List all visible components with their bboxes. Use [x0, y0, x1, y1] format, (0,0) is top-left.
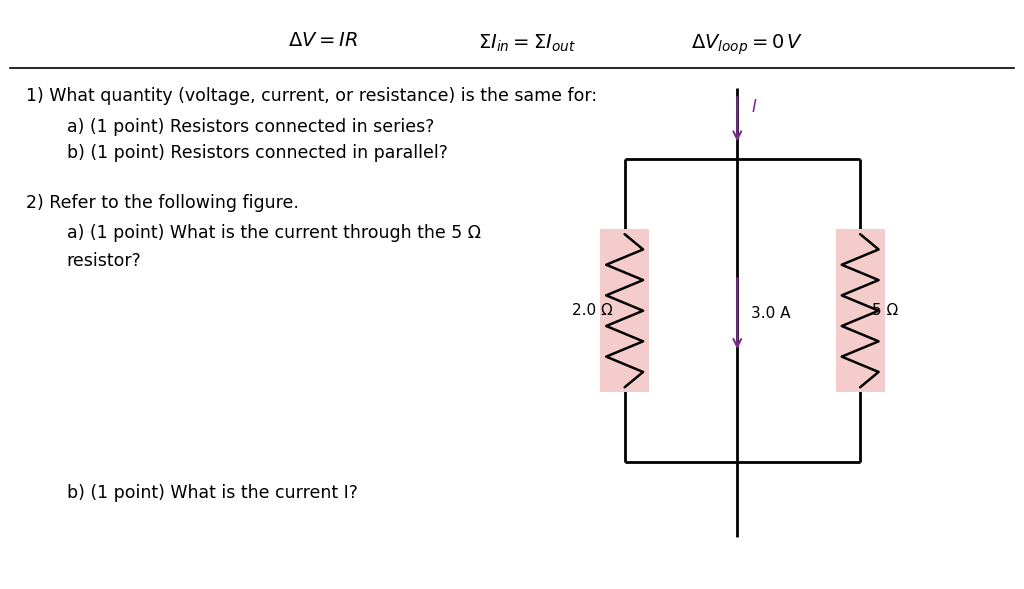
Text: resistor?: resistor? — [67, 252, 141, 270]
Text: 2) Refer to the following figure.: 2) Refer to the following figure. — [26, 194, 298, 213]
Bar — [836, 229, 885, 392]
Text: a) (1 point) What is the current through the 5 Ω: a) (1 point) What is the current through… — [67, 224, 480, 242]
Text: $\Sigma I_{in} = \Sigma I_{out}$: $\Sigma I_{in} = \Sigma I_{out}$ — [478, 32, 577, 54]
Text: 1) What quantity (voltage, current, or resistance) is the same for:: 1) What quantity (voltage, current, or r… — [26, 87, 597, 105]
Text: $\Delta V_{loop} = 0\,V$: $\Delta V_{loop} = 0\,V$ — [691, 32, 804, 57]
Text: b) (1 point) Resistors connected in parallel?: b) (1 point) Resistors connected in para… — [67, 144, 447, 163]
Text: b) (1 point) What is the current I?: b) (1 point) What is the current I? — [67, 484, 357, 502]
Text: $\Delta V = IR$: $\Delta V = IR$ — [288, 32, 357, 51]
Text: $I$: $I$ — [751, 99, 757, 116]
Text: a) (1 point) Resistors connected in series?: a) (1 point) Resistors connected in seri… — [67, 118, 434, 136]
Text: 5 Ω: 5 Ω — [872, 303, 899, 318]
Text: 2.0 Ω: 2.0 Ω — [571, 303, 612, 318]
Text: 3.0 A: 3.0 A — [751, 306, 791, 321]
Bar — [600, 229, 649, 392]
